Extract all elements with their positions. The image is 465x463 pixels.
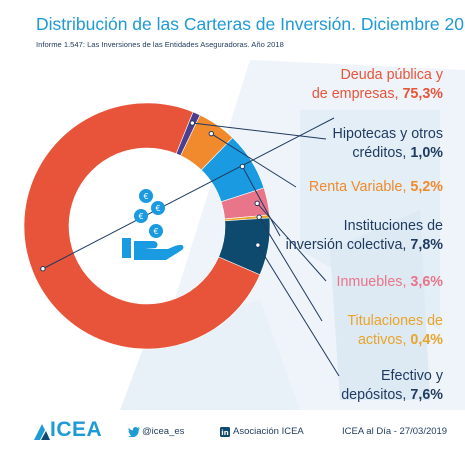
slice-label-text: depósitos,: [341, 387, 407, 403]
svg-text:€: €: [143, 192, 148, 201]
slice-label: Instituciones de inversión colectiva, 7,8…: [286, 217, 443, 255]
slice-value: 5,2%: [410, 179, 443, 195]
svg-text:€: €: [138, 212, 143, 221]
slice-label: Inmuebles, 3,6%: [336, 273, 443, 292]
slice-label-text: Efectivo y: [381, 368, 443, 384]
slice-value: 0,4%: [410, 332, 443, 348]
slice-label: Efectivo y depósitos, 7,6%: [341, 367, 443, 405]
leader-dot: [256, 214, 262, 220]
slice-value: 7,6%: [410, 387, 443, 403]
linkedin-name[interactable]: Asociación ICEA: [233, 426, 304, 437]
leader-line: [256, 202, 327, 282]
icea-logo-icon: [34, 424, 50, 440]
donut-slice: [23, 102, 261, 350]
leader-dot: [40, 266, 46, 272]
linkedin-icon: in: [220, 427, 230, 437]
leader-dot: [189, 120, 196, 126]
slice-label-text: de empresas,: [311, 86, 399, 102]
svg-text:in: in: [221, 429, 228, 437]
slice-label-text: Instituciones de: [343, 218, 443, 234]
leader-line: [257, 244, 340, 377]
slice-label-text: créditos,: [352, 145, 407, 161]
slice-label: Hipotecas y otros créditos, 1,0%: [333, 125, 443, 163]
chart-subtitle: Informe 1.547: Las Inversiones de las En…: [36, 40, 284, 49]
donut-slice: [218, 217, 271, 276]
svg-text:€: €: [153, 227, 158, 236]
slice-label-text: inversión colectiva,: [285, 237, 407, 253]
svg-text:€: €: [155, 204, 160, 213]
leader-line: [258, 216, 323, 322]
leader-dot: [254, 200, 260, 207]
slice-value: 3,6%: [410, 274, 443, 290]
leader-dot: [255, 242, 261, 248]
slice-value: 75,3%: [402, 86, 443, 102]
slice-label-text: Inmuebles,: [336, 274, 407, 290]
leader-line: [211, 133, 297, 188]
twitter-handle[interactable]: @icea_es: [142, 426, 185, 437]
leader-dot: [208, 130, 214, 137]
slice-label: Deuda pública y de empresas, 75,3%: [312, 66, 443, 104]
slice-label-text: Titulaciones de: [347, 313, 443, 329]
leader-line: [42, 117, 335, 270]
slice-label-text: Hipotecas y otros: [332, 126, 443, 142]
footer-credit: ICEA al Día - 27/03/2019: [342, 426, 448, 437]
hand-coins-icon: € € € €: [122, 189, 184, 260]
leader-line: [192, 122, 327, 140]
slice-label: Titulaciones de activos, 0,4%: [347, 312, 443, 350]
slice-label-text: Deuda pública y: [340, 67, 443, 83]
icea-logo-text: ICEA: [50, 418, 103, 441]
leader-dot: [239, 163, 246, 170]
slice-value: 1,0%: [410, 145, 443, 161]
slice-label: Renta Variable, 5,2%: [309, 178, 443, 197]
leader-line: [242, 166, 281, 237]
slice-value: 7,8%: [410, 237, 443, 253]
slice-label-text: activos,: [357, 332, 407, 348]
twitter-icon: [128, 427, 140, 437]
slice-label-text: Renta Variable,: [308, 179, 407, 195]
chart-title: Distribución de las Carteras de Inversió…: [36, 14, 465, 34]
